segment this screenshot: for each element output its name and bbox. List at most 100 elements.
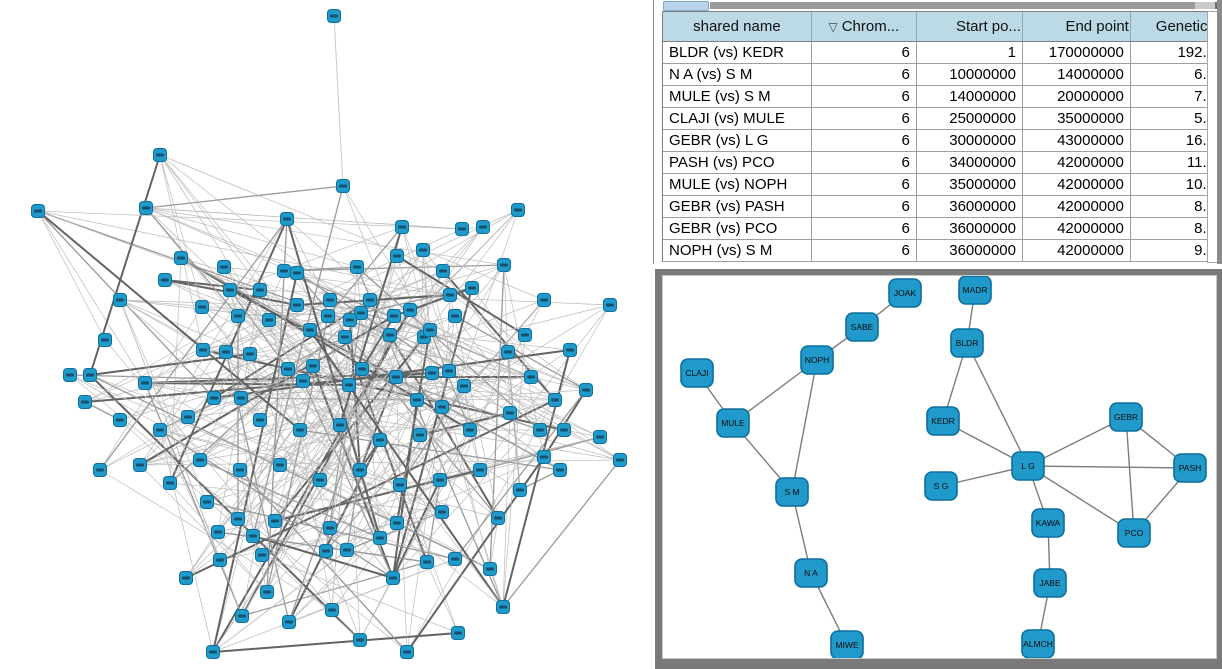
network-edge[interactable] [37, 210, 463, 230]
network-edge[interactable] [302, 380, 394, 579]
table-row[interactable]: MULE (vs) NOPH 6 35000000 42000000 10.5 [663, 173, 1222, 196]
network-edge[interactable] [502, 459, 621, 608]
table-row[interactable]: PASH (vs) PCO 6 34000000 42000000 11.4 [663, 151, 1222, 174]
network-edge[interactable] [185, 336, 425, 579]
network-node[interactable] [1031, 508, 1065, 538]
network-edge[interactable] [249, 336, 346, 355]
network-edge[interactable] [396, 255, 587, 391]
network-edge[interactable] [199, 380, 304, 461]
network-edge[interactable] [359, 376, 397, 471]
network-edge[interactable] [213, 319, 270, 399]
network-edge[interactable] [439, 294, 451, 481]
table-row[interactable]: MULE (vs) S M 6 14000000 20000000 7.5 [663, 85, 1222, 108]
table-row[interactable]: GEBR (vs) L G 6 30000000 43000000 16.9 [663, 129, 1222, 152]
network-node[interactable] [1117, 518, 1151, 548]
network-edge[interactable] [288, 537, 381, 623]
table-row[interactable]: CLAJI (vs) MULE 6 25000000 35000000 5.9 [663, 107, 1222, 130]
network-edge[interactable] [187, 329, 431, 418]
network-edge[interactable] [1125, 416, 1135, 534]
network-node[interactable] [680, 358, 714, 388]
network-edge[interactable] [37, 210, 301, 431]
network-edge[interactable] [422, 249, 545, 301]
network-edge[interactable] [119, 419, 361, 641]
network-edge[interactable] [169, 482, 443, 513]
network-edge[interactable] [159, 429, 221, 561]
network-edge[interactable] [99, 469, 333, 611]
network-edge[interactable] [392, 209, 519, 579]
network-edge[interactable] [429, 329, 621, 461]
network-edge[interactable] [99, 218, 288, 471]
network-edge[interactable] [252, 185, 344, 537]
network-edge[interactable] [1027, 465, 1191, 469]
network-edge[interactable] [319, 264, 505, 481]
table-row[interactable]: NOPH (vs) S M 6 36000000 42000000 9.9 [663, 239, 1222, 262]
network-edge[interactable] [530, 376, 587, 391]
scrollbar-thumb[interactable] [663, 1, 709, 11]
network-edge[interactable] [219, 522, 398, 561]
network-edge[interactable] [361, 315, 395, 370]
network-node[interactable] [888, 278, 922, 308]
network-edge[interactable] [448, 370, 621, 461]
network-edge[interactable] [159, 154, 350, 386]
network-edge[interactable] [139, 464, 268, 593]
network-node[interactable] [800, 345, 834, 375]
network-edge[interactable] [212, 368, 289, 653]
network-edge[interactable] [212, 632, 459, 653]
network-node[interactable] [924, 471, 958, 501]
network-edge[interactable] [325, 456, 545, 552]
network-edge[interactable] [145, 207, 239, 317]
network-edge[interactable] [348, 376, 397, 386]
network-edge[interactable] [159, 429, 214, 653]
network-edge[interactable] [259, 384, 350, 421]
network-edge[interactable] [159, 218, 288, 431]
network-edge[interactable] [356, 266, 541, 431]
network-edge[interactable] [139, 459, 201, 466]
network-edge[interactable] [119, 299, 329, 317]
network-edge[interactable] [37, 210, 146, 384]
network-edge[interactable] [342, 185, 395, 317]
network-edge[interactable] [266, 218, 288, 593]
network-edge[interactable] [401, 226, 465, 387]
network-edge[interactable] [454, 315, 587, 391]
network-edge[interactable] [389, 334, 532, 378]
network-edge[interactable] [37, 210, 106, 341]
network-edge[interactable] [360, 312, 397, 378]
network-node[interactable] [1011, 451, 1045, 481]
network-edge[interactable] [261, 349, 571, 556]
network-node[interactable] [950, 328, 984, 358]
network-edge[interactable] [471, 287, 556, 401]
network-edge[interactable] [454, 389, 587, 560]
main-network-canvas[interactable] [0, 0, 655, 669]
network-edge[interactable] [145, 207, 505, 266]
network-node[interactable] [1033, 568, 1067, 598]
network-node[interactable] [716, 408, 750, 438]
network-edge[interactable] [223, 266, 451, 296]
network-edge[interactable] [379, 484, 401, 539]
network-edge[interactable] [212, 272, 298, 653]
network-edge[interactable] [89, 374, 443, 513]
table-row[interactable]: GEBR (vs) PASH 6 36000000 42000000 8.9 [663, 195, 1222, 218]
network-edge[interactable] [219, 368, 363, 561]
network-edge[interactable] [342, 185, 465, 387]
network-edge[interactable] [426, 479, 441, 563]
network-edge[interactable] [240, 397, 394, 579]
network-edge[interactable] [99, 264, 505, 471]
network-node[interactable] [775, 477, 809, 507]
network-node[interactable] [830, 630, 864, 658]
network-edge[interactable] [213, 376, 532, 399]
network-edge[interactable] [503, 264, 511, 414]
column-header-3[interactable]: End point [1022, 12, 1131, 42]
network-edge[interactable] [185, 399, 556, 579]
network-edge[interactable] [325, 550, 361, 641]
network-edge[interactable] [1027, 465, 1135, 534]
network-edge[interactable] [199, 459, 381, 539]
network-edge[interactable] [419, 434, 441, 481]
network-edge[interactable] [145, 207, 371, 301]
network-edge[interactable] [239, 469, 408, 653]
network-edge[interactable] [202, 264, 505, 351]
network-edge[interactable] [199, 376, 397, 461]
network-edge[interactable] [199, 412, 511, 461]
network-edge[interactable] [392, 287, 473, 579]
network-node[interactable] [1021, 629, 1055, 658]
horizontal-scrollbar[interactable] [662, 0, 1222, 11]
